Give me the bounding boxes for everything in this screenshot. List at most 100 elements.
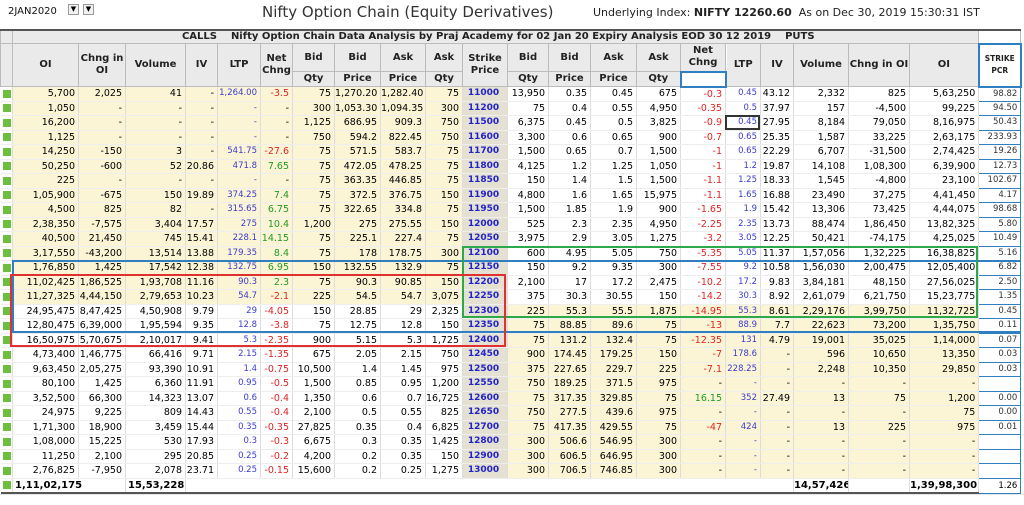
call-bid-price[interactable]: 132.55 bbox=[334, 260, 381, 276]
put-volume[interactable]: 23,490 bbox=[793, 188, 849, 203]
call-bid-price[interactable]: 472.05 bbox=[334, 159, 381, 174]
call-iv[interactable]: 10.23 bbox=[185, 289, 218, 305]
put-ltp[interactable]: 0.45 bbox=[725, 115, 761, 131]
strike-price[interactable]: 11500 bbox=[462, 115, 508, 131]
put-iv[interactable]: - bbox=[760, 463, 794, 479]
put-volume[interactable]: 1,57,056 bbox=[793, 246, 849, 261]
call-ask-qty[interactable]: 1,725 bbox=[425, 333, 463, 348]
strike-pcr[interactable]: 5.16 bbox=[978, 245, 1022, 261]
put-chng-oi[interactable]: 225 bbox=[848, 420, 910, 435]
put-bid-price[interactable]: 174.45 bbox=[548, 347, 591, 363]
call-ask-price[interactable]: 0.35 bbox=[380, 449, 426, 464]
strike-price[interactable]: 12300 bbox=[462, 304, 508, 319]
call-oi[interactable]: 5,700 bbox=[12, 86, 79, 102]
put-bid-price[interactable]: 0.35 bbox=[548, 86, 591, 102]
strike-price[interactable]: 11700 bbox=[462, 144, 508, 160]
call-iv[interactable]: 11.16 bbox=[185, 275, 218, 290]
call-volume[interactable]: 41 bbox=[125, 86, 186, 102]
put-bid-price[interactable]: 1.6 bbox=[548, 188, 591, 203]
call-bid-price[interactable]: 1.4 bbox=[334, 362, 381, 377]
call-iv[interactable]: 23.71 bbox=[185, 463, 218, 479]
call-chng-oi[interactable]: -7,575 bbox=[78, 217, 126, 232]
put-iv[interactable]: 19.87 bbox=[760, 159, 794, 174]
call-ltp[interactable]: 471.8 bbox=[217, 159, 261, 174]
put-ask-price[interactable]: 0.45 bbox=[590, 86, 637, 102]
put-iv[interactable]: - bbox=[760, 405, 794, 421]
put-iv[interactable]: 9.83 bbox=[760, 275, 794, 290]
put-ltp[interactable]: 0.65 bbox=[725, 130, 761, 145]
call-iv[interactable]: 11.91 bbox=[185, 376, 218, 392]
strike-pcr[interactable]: 0.03 bbox=[978, 347, 1022, 363]
put-chng-oi[interactable]: -4,500 bbox=[848, 101, 910, 116]
strike-pcr[interactable]: 6.82 bbox=[978, 260, 1022, 276]
put-net-chng[interactable]: -0.9 bbox=[680, 115, 726, 131]
call-chng-oi[interactable]: - bbox=[78, 130, 126, 145]
put-chng-oi[interactable]: 1,86,450 bbox=[848, 217, 910, 232]
put-iv[interactable]: 27.95 bbox=[760, 115, 794, 131]
call-net-chng[interactable]: 7.65 bbox=[260, 159, 293, 174]
put-ask-price[interactable]: 1.5 bbox=[590, 173, 637, 189]
call-bid-price[interactable]: 686.95 bbox=[334, 115, 381, 131]
call-net-chng[interactable]: 2.3 bbox=[260, 275, 293, 290]
call-chng-oi[interactable]: 5,70,675 bbox=[78, 333, 126, 348]
put-oi[interactable]: - bbox=[909, 376, 980, 392]
put-ask-price[interactable]: 89.6 bbox=[590, 318, 637, 334]
put-bid-qty[interactable]: 4,800 bbox=[507, 188, 549, 203]
call-volume[interactable]: 530 bbox=[125, 434, 186, 450]
call-ask-qty[interactable]: 75 bbox=[425, 173, 463, 189]
put-bid-price[interactable]: 0.4 bbox=[548, 101, 591, 116]
call-volume[interactable]: 745 bbox=[125, 231, 186, 247]
put-bid-price[interactable]: 227.65 bbox=[548, 362, 591, 377]
put-iv[interactable]: - bbox=[760, 449, 794, 464]
call-ltp[interactable]: 275 bbox=[217, 217, 261, 232]
put-bid-qty[interactable]: 300 bbox=[507, 449, 549, 464]
put-net-chng[interactable]: -1 bbox=[680, 144, 726, 160]
call-volume[interactable]: 1,93,708 bbox=[125, 275, 186, 290]
call-ask-qty[interactable]: 750 bbox=[425, 130, 463, 145]
call-ask-qty[interactable]: 75 bbox=[425, 260, 463, 276]
put-bid-qty[interactable]: 150 bbox=[507, 260, 549, 276]
put-volume[interactable]: 6,707 bbox=[793, 144, 849, 160]
put-ask-qty[interactable]: 3,825 bbox=[636, 115, 681, 131]
put-chng-oi[interactable]: 35,025 bbox=[848, 333, 910, 348]
put-iv[interactable]: 25.35 bbox=[760, 130, 794, 145]
call-ask-price[interactable]: 132.9 bbox=[380, 260, 426, 276]
strike-pcr[interactable]: 12.73 bbox=[978, 158, 1022, 174]
put-oi[interactable]: - bbox=[909, 449, 980, 464]
call-net-chng[interactable]: -0.3 bbox=[260, 434, 293, 450]
put-ask-price[interactable]: 0.7 bbox=[590, 144, 637, 160]
put-bid-qty[interactable]: 375 bbox=[507, 289, 549, 305]
put-iv[interactable]: 7.7 bbox=[760, 318, 794, 334]
put-bid-price[interactable]: 606.5 bbox=[548, 449, 591, 464]
call-ltp[interactable]: 228.1 bbox=[217, 231, 261, 247]
put-volume[interactable]: 3,84,181 bbox=[793, 275, 849, 290]
call-ask-qty[interactable]: 150 bbox=[425, 188, 463, 203]
put-ltp[interactable]: 17.2 bbox=[725, 275, 761, 290]
call-iv[interactable]: 13.88 bbox=[185, 246, 218, 261]
put-bid-qty[interactable]: 750 bbox=[507, 405, 549, 421]
call-ltp[interactable]: 132.75 bbox=[217, 260, 261, 276]
call-ask-price[interactable]: 0.55 bbox=[380, 405, 426, 421]
call-ask-qty[interactable]: 300 bbox=[425, 101, 463, 116]
call-ltp[interactable]: - bbox=[217, 101, 261, 116]
strike-pcr[interactable]: 0.03 bbox=[978, 361, 1022, 377]
call-ask-price[interactable]: 90.85 bbox=[380, 275, 426, 290]
call-ask-price[interactable]: 909.3 bbox=[380, 115, 426, 131]
call-chng-oi[interactable]: -150 bbox=[78, 144, 126, 160]
call-oi[interactable]: 9,63,450 bbox=[12, 362, 79, 377]
call-net-chng[interactable]: -0.2 bbox=[260, 449, 293, 464]
call-oi[interactable]: 24,975 bbox=[12, 405, 79, 421]
put-bid-price[interactable]: 189.25 bbox=[548, 376, 591, 392]
put-oi[interactable]: 23,100 bbox=[909, 173, 980, 189]
strike-price[interactable]: 13000 bbox=[462, 463, 508, 479]
call-ask-price[interactable]: 583.7 bbox=[380, 144, 426, 160]
call-chng-oi[interactable]: 6,39,000 bbox=[78, 318, 126, 334]
put-iv[interactable]: 10.58 bbox=[760, 260, 794, 276]
call-chng-oi[interactable]: -600 bbox=[78, 159, 126, 174]
put-ask-qty[interactable]: 150 bbox=[636, 347, 681, 363]
call-bid-price[interactable]: 594.2 bbox=[334, 130, 381, 145]
call-oi[interactable]: 14,250 bbox=[12, 144, 79, 160]
call-chng-oi[interactable]: 1,46,775 bbox=[78, 347, 126, 363]
put-chng-oi[interactable]: 6,21,750 bbox=[848, 289, 910, 305]
call-volume[interactable]: 3 bbox=[125, 144, 186, 160]
